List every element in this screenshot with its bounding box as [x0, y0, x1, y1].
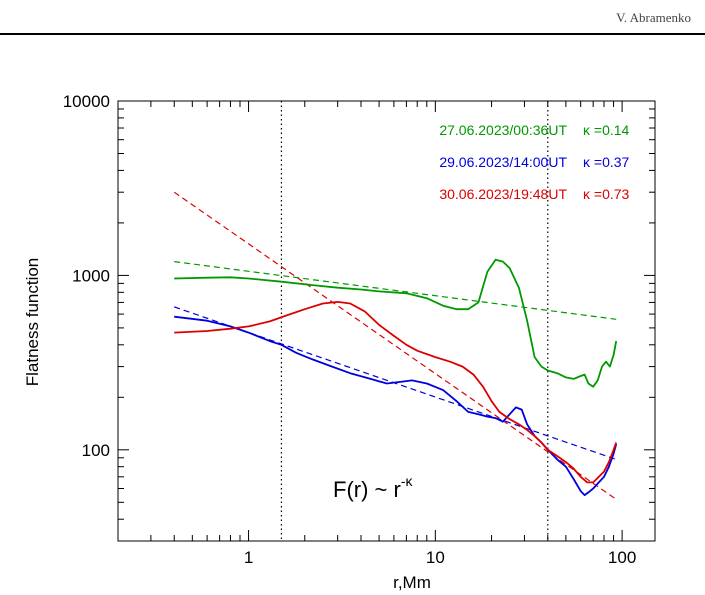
y-axis-label: Flatness function	[23, 258, 42, 387]
power-law-fits	[173, 191, 617, 500]
legend-entry-kappa: κ =0.37	[583, 154, 630, 170]
x-tick-label: 1	[244, 548, 253, 567]
legend: 27.06.2023/00:36UT κ =0.14 29.06.2023/14:0…	[439, 122, 629, 202]
legend-entry-name: 29.06.2023/14:00UT	[439, 154, 567, 170]
y-tick-labels: 100 1000 10000	[63, 92, 110, 460]
data-curves	[174, 258, 618, 496]
page-author: V. Abramenko	[616, 10, 691, 25]
y-tick-label: 10000	[63, 92, 110, 111]
y-tick-label: 100	[82, 441, 110, 460]
legend-entry-name: 27.06.2023/00:36UT	[439, 122, 567, 138]
legend-entry-kappa: κ =0.73	[583, 186, 630, 202]
x-tick-label: 100	[608, 548, 636, 567]
x-tick-labels: 1 10 100	[244, 548, 636, 567]
axis-ticks	[117, 100, 655, 542]
x-axis-label: r,Mm	[393, 573, 431, 592]
plot-frame	[117, 100, 656, 542]
legend-entry-name: 30.06.2023/19:48UT	[439, 186, 567, 202]
y-tick-label: 1000	[72, 266, 110, 285]
x-tick-label: 10	[426, 548, 445, 567]
legend-entry-kappa: κ =0.14	[583, 122, 630, 138]
power-law-annotation: F(r) ~ r-κ	[333, 473, 413, 502]
page-header: V. Abramenko	[0, 0, 705, 35]
vertical-reference-lines	[280, 101, 549, 541]
fit-line	[173, 191, 617, 500]
series-line	[174, 258, 618, 388]
header-rule	[0, 33, 705, 35]
series-line	[174, 301, 618, 484]
annotation-exponent: -κ	[401, 473, 414, 489]
series-line	[174, 315, 618, 496]
fit-line	[174, 260, 617, 320]
annotation-main: F(r) ~ r	[333, 477, 401, 502]
